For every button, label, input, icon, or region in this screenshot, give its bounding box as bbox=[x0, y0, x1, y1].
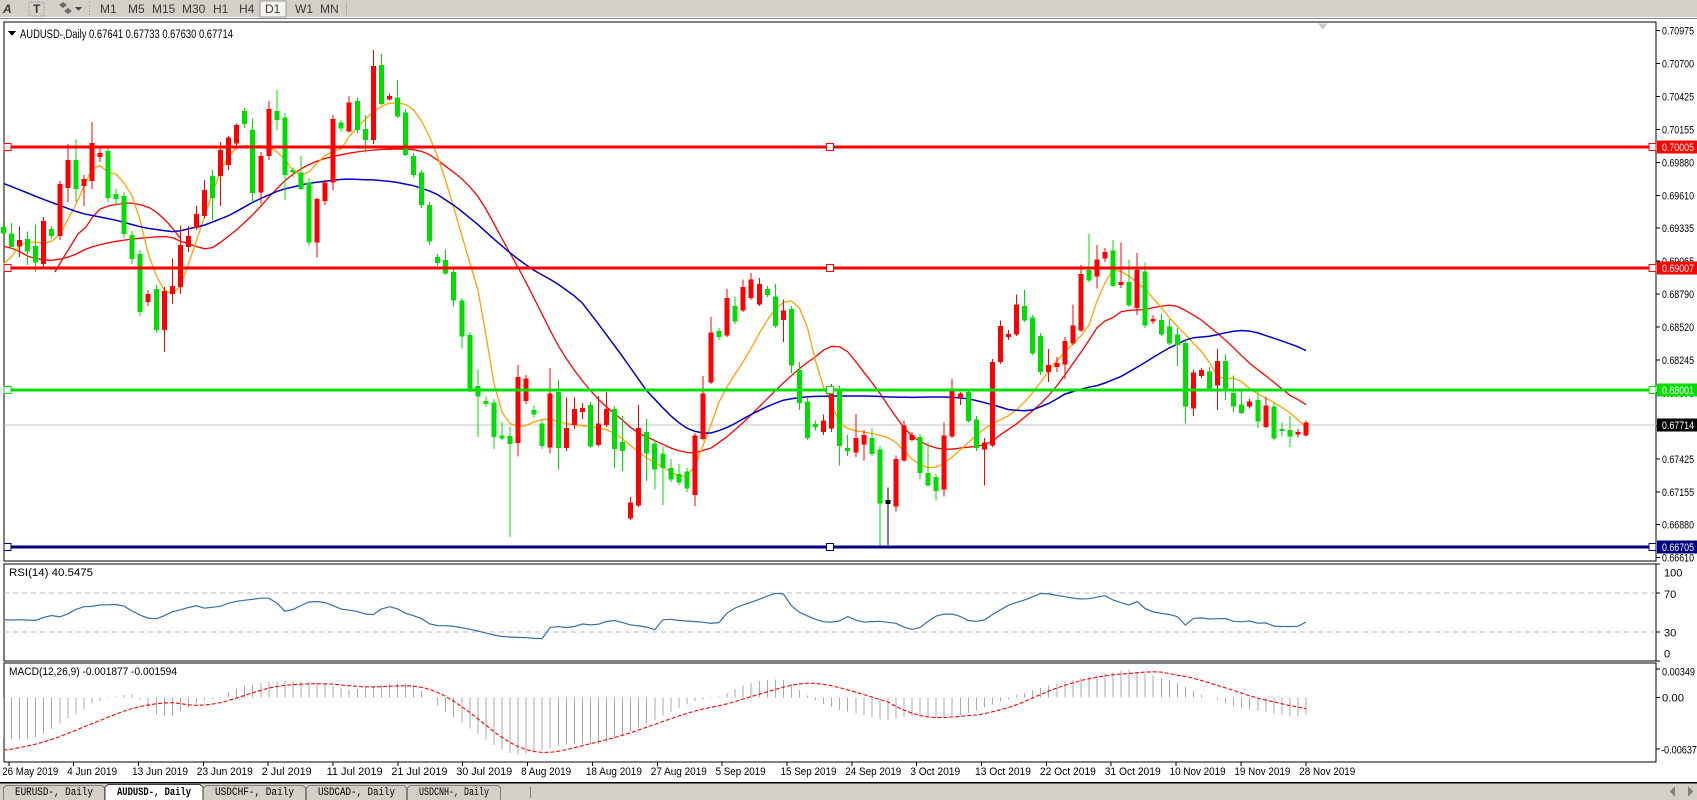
svg-text:T: T bbox=[33, 2, 41, 16]
svg-text:22 Oct 2019: 22 Oct 2019 bbox=[1040, 766, 1096, 778]
svg-text:M15: M15 bbox=[152, 2, 176, 16]
svg-text:0.70975: 0.70975 bbox=[1662, 26, 1694, 38]
svg-text:0.68520: 0.68520 bbox=[1662, 322, 1694, 334]
svg-text:0.67155: 0.67155 bbox=[1662, 487, 1694, 499]
svg-text:0.70700: 0.70700 bbox=[1662, 59, 1694, 71]
svg-text:15 Sep 2019: 15 Sep 2019 bbox=[781, 766, 837, 778]
svg-text:18 Aug 2019: 18 Aug 2019 bbox=[586, 766, 642, 778]
svg-text:AUDUSD-, Daily: AUDUSD-, Daily bbox=[117, 787, 191, 799]
svg-text:27 Aug 2019: 27 Aug 2019 bbox=[651, 766, 707, 778]
svg-text:D1: D1 bbox=[265, 2, 281, 16]
svg-text:MN: MN bbox=[320, 2, 339, 16]
svg-text:13 Jun 2019: 13 Jun 2019 bbox=[132, 766, 188, 778]
svg-text:24 Sep 2019: 24 Sep 2019 bbox=[845, 766, 901, 778]
svg-text:70: 70 bbox=[1664, 589, 1676, 601]
svg-text:0.70425: 0.70425 bbox=[1662, 92, 1694, 104]
svg-text:31 Oct 2019: 31 Oct 2019 bbox=[1105, 766, 1161, 778]
svg-text:USDCHF-, Daily: USDCHF-, Daily bbox=[215, 787, 294, 799]
svg-text:2 Jul 2019: 2 Jul 2019 bbox=[262, 766, 312, 778]
svg-text:AUDUSD-,Daily 0.67641 0.67733: AUDUSD-,Daily 0.67641 0.67733 0.67630 0.… bbox=[20, 29, 233, 41]
svg-text:USDCNH-, Daily: USDCNH-, Daily bbox=[419, 787, 489, 799]
svg-text:0.70155: 0.70155 bbox=[1662, 124, 1694, 136]
svg-text:RSI(14) 40.5475: RSI(14) 40.5475 bbox=[9, 567, 93, 579]
svg-text:0: 0 bbox=[1664, 649, 1670, 661]
svg-text:0.67425: 0.67425 bbox=[1662, 454, 1694, 466]
svg-text:H4: H4 bbox=[239, 2, 255, 16]
svg-text:0.67714: 0.67714 bbox=[1662, 420, 1694, 432]
svg-text:-0.00637: -0.00637 bbox=[1661, 745, 1697, 757]
svg-text:8 Aug 2019: 8 Aug 2019 bbox=[521, 766, 571, 778]
svg-text:10 Nov 2019: 10 Nov 2019 bbox=[1170, 766, 1226, 778]
svg-text:USDCAD-, Daily: USDCAD-, Daily bbox=[318, 787, 395, 799]
svg-text:0.70005: 0.70005 bbox=[1662, 142, 1694, 154]
svg-text:26 May 2019: 26 May 2019 bbox=[2, 766, 58, 778]
svg-text:M30: M30 bbox=[182, 2, 206, 16]
svg-text:0.68790: 0.68790 bbox=[1662, 289, 1694, 301]
svg-text:EURUSD-, Daily: EURUSD-, Daily bbox=[15, 787, 93, 799]
svg-text:23 Jun 2019: 23 Jun 2019 bbox=[197, 766, 253, 778]
svg-text:0.66705: 0.66705 bbox=[1662, 542, 1694, 554]
svg-text:W1: W1 bbox=[295, 2, 313, 16]
svg-text:0.00349: 0.00349 bbox=[1662, 667, 1695, 679]
svg-text:3 Oct 2019: 3 Oct 2019 bbox=[910, 766, 960, 778]
svg-text:MACD(12,26,9) -0.001877 -0.001: MACD(12,26,9) -0.001877 -0.001594 bbox=[9, 666, 177, 678]
svg-text:A: A bbox=[2, 2, 12, 16]
svg-text:100: 100 bbox=[1664, 568, 1682, 580]
svg-text:0.68001: 0.68001 bbox=[1662, 385, 1694, 397]
svg-text:13 Oct 2019: 13 Oct 2019 bbox=[975, 766, 1031, 778]
svg-text:M5: M5 bbox=[128, 2, 145, 16]
svg-text:0.69007: 0.69007 bbox=[1662, 263, 1694, 275]
svg-text:0.66880: 0.66880 bbox=[1662, 520, 1694, 532]
svg-text:0.69335: 0.69335 bbox=[1662, 223, 1694, 235]
svg-text:28 Nov 2019: 28 Nov 2019 bbox=[1299, 766, 1355, 778]
svg-text:0.69610: 0.69610 bbox=[1662, 190, 1694, 202]
svg-text:30: 30 bbox=[1664, 628, 1676, 640]
svg-text:19 Nov 2019: 19 Nov 2019 bbox=[1234, 766, 1290, 778]
svg-text:0.00: 0.00 bbox=[1662, 693, 1684, 705]
svg-text:0.69880: 0.69880 bbox=[1662, 157, 1694, 169]
svg-text:30 Jul 2019: 30 Jul 2019 bbox=[456, 766, 512, 778]
svg-text:H1: H1 bbox=[213, 2, 229, 16]
svg-text:0.66610: 0.66610 bbox=[1662, 553, 1694, 565]
svg-text:5 Sep 2019: 5 Sep 2019 bbox=[716, 766, 766, 778]
svg-text:21 Jul 2019: 21 Jul 2019 bbox=[391, 766, 447, 778]
svg-text:11 Jul 2019: 11 Jul 2019 bbox=[327, 766, 383, 778]
svg-text:M1: M1 bbox=[100, 2, 117, 16]
svg-text:0.68245: 0.68245 bbox=[1662, 355, 1694, 367]
svg-text:4 Jun 2019: 4 Jun 2019 bbox=[67, 766, 117, 778]
